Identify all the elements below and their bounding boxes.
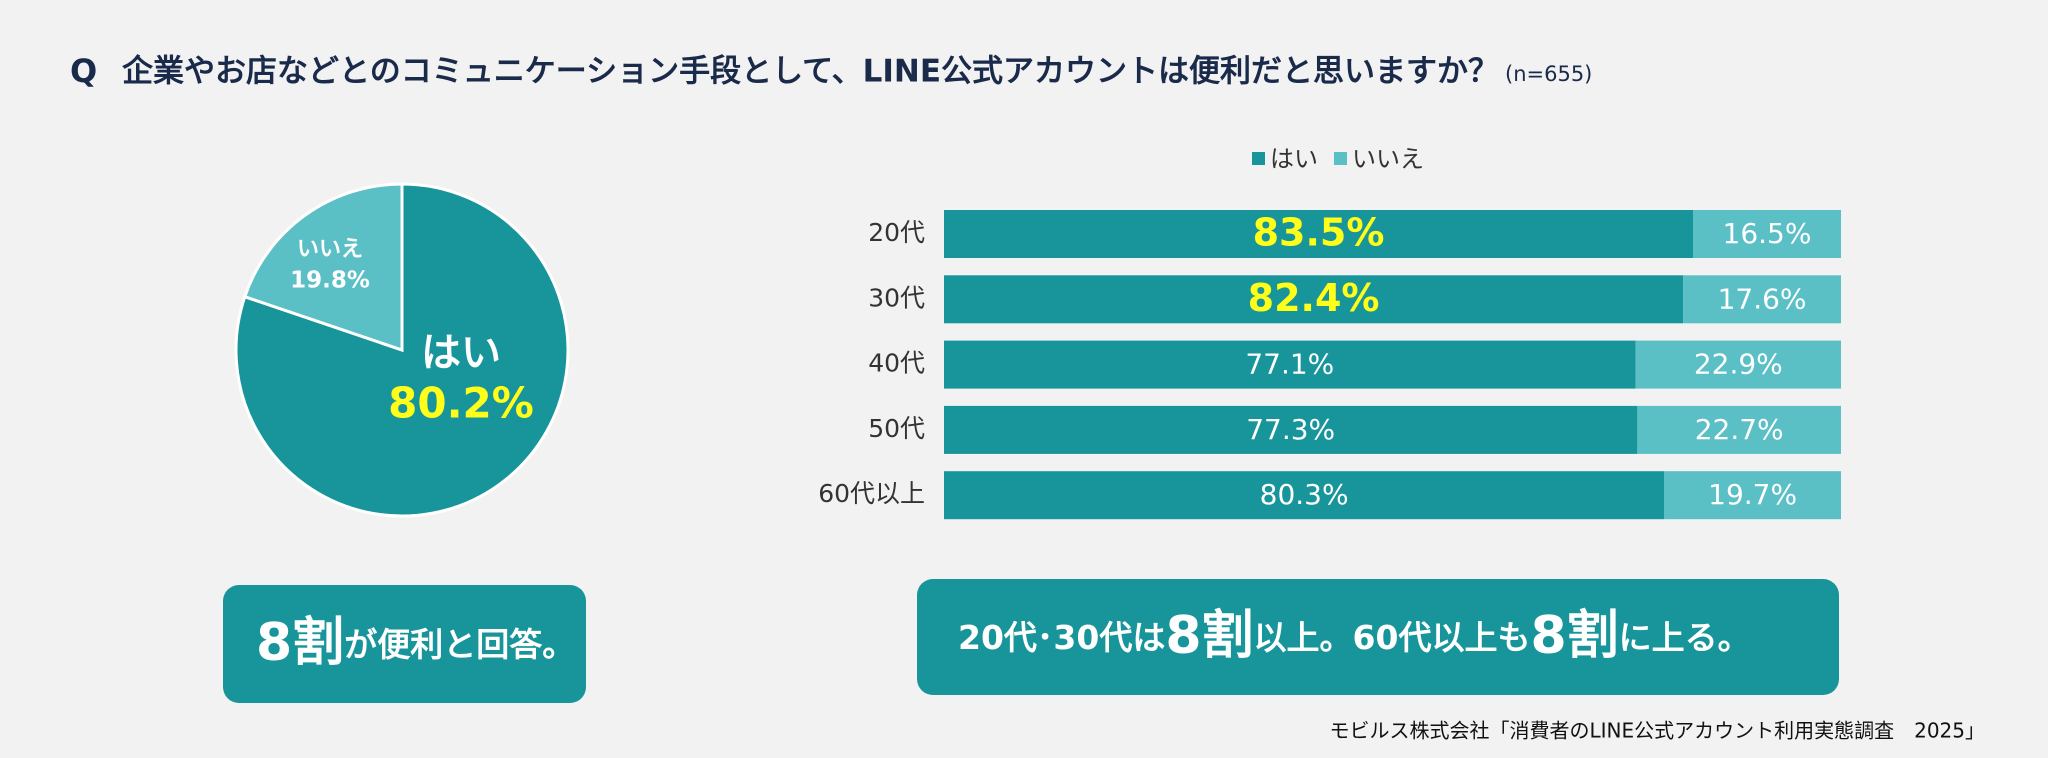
slice-value-label: 19.8% — [290, 268, 370, 294]
bar-segment — [944, 340, 1636, 389]
bar-segment — [944, 471, 1665, 520]
bar-segment — [1637, 405, 1841, 454]
value-label: 83.5% — [1253, 211, 1385, 255]
category-label: 60代以上 — [818, 479, 925, 508]
sample-size: (n=655) — [1505, 62, 1592, 86]
callout-box — [223, 585, 586, 703]
value-label: 16.5% — [1723, 217, 1812, 250]
callout-box — [917, 579, 1839, 695]
slice-label: はい — [421, 330, 501, 376]
bar-segment — [1683, 275, 1841, 324]
legend-swatch — [1252, 152, 1265, 165]
callout-part: 8割 — [256, 613, 344, 673]
bar-segment — [1692, 210, 1841, 258]
legend-label: はい — [1270, 145, 1318, 173]
value-label: 77.3% — [1246, 413, 1335, 446]
slice-label: いいえ — [297, 237, 363, 262]
category-label: 30代 — [868, 283, 925, 312]
category-label: 40代 — [868, 349, 925, 378]
slice-value-label: 80.2% — [388, 379, 534, 428]
legend-swatch — [1334, 152, 1347, 165]
pie-slice — [242, 182, 404, 353]
question-title: 企業やお店などとのコミュニケーション手段として、LINE公式アカウントは便利だと… — [122, 54, 1499, 90]
callout-part: 8割 — [1165, 606, 1253, 666]
value-label: 22.9% — [1694, 348, 1783, 381]
bar-segment — [1664, 471, 1841, 520]
bar-segment — [944, 405, 1638, 454]
callout-part: に上る。 — [1619, 618, 1751, 657]
legend-label: いいえ — [1352, 145, 1424, 173]
question-prefix: Q — [70, 52, 97, 90]
bar-segment — [944, 210, 1693, 258]
value-label: 82.4% — [1248, 276, 1380, 320]
value-label: 77.1% — [1245, 348, 1334, 381]
callout-text: 20代･30代は8割以上。60代以上も8割に上る。 — [958, 606, 1751, 666]
category-label: 50代 — [868, 414, 925, 443]
value-label: 19.7% — [1708, 478, 1797, 511]
value-label: 80.3% — [1260, 478, 1349, 511]
bar-segment — [1635, 340, 1841, 389]
value-label: 17.6% — [1718, 282, 1807, 315]
callout-part: 8割 — [1530, 606, 1618, 666]
bar-segment — [944, 275, 1684, 324]
callout-part: 20代･30代は — [958, 618, 1165, 657]
callout-part: 以上。60代以上も — [1254, 618, 1531, 657]
category-label: 20代 — [868, 218, 925, 247]
source: モビルス株式会社「消費者のLINE公式アカウント利用実態調査 2025」 — [1329, 719, 1985, 743]
value-label: 22.7% — [1695, 413, 1784, 446]
callout-text: 8割が便利と回答。 — [256, 613, 575, 673]
pie-slice — [234, 182, 570, 518]
callout-part: が便利と回答。 — [344, 625, 575, 664]
